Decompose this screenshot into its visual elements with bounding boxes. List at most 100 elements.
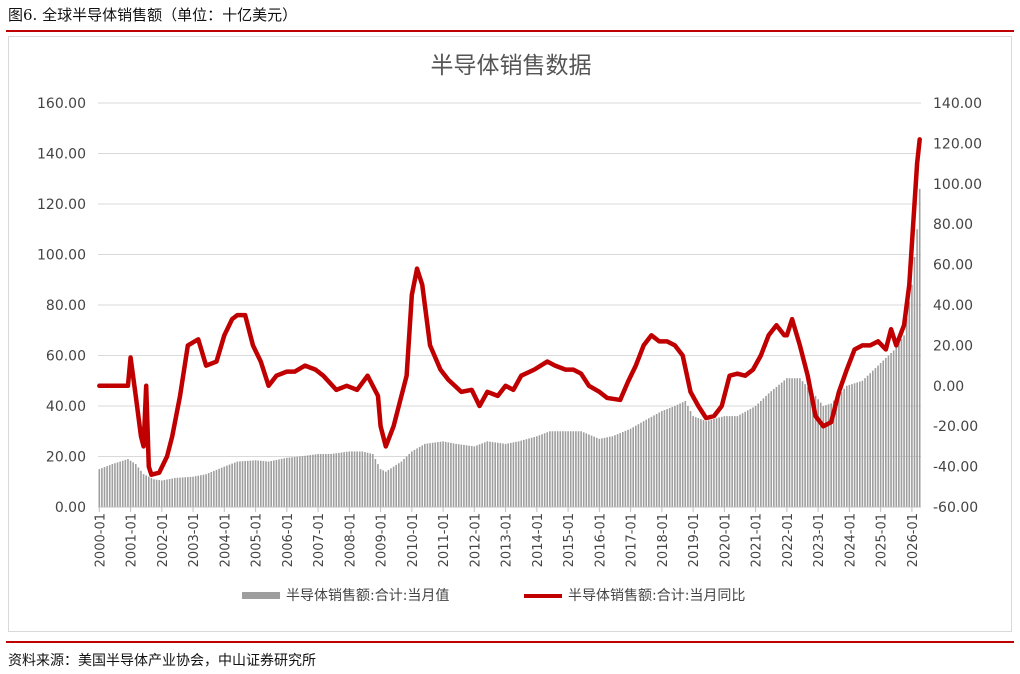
bar	[408, 453, 411, 507]
bar	[582, 432, 585, 507]
bar	[338, 452, 340, 507]
bar	[512, 442, 515, 507]
bar	[319, 453, 322, 507]
bar	[280, 458, 283, 507]
bar	[377, 464, 379, 507]
bar	[444, 441, 447, 507]
bar	[335, 453, 338, 507]
bar	[819, 402, 822, 507]
bar	[848, 384, 851, 507]
left-tick-label: 20.00	[46, 450, 86, 466]
bar	[317, 453, 319, 507]
x-tick-label: 2001-01	[125, 513, 140, 567]
bar	[898, 342, 900, 508]
bar	[395, 464, 398, 507]
bar	[614, 435, 616, 507]
bar	[181, 477, 184, 507]
bar	[796, 378, 799, 507]
bar	[817, 399, 819, 507]
yoy-line	[97, 137, 922, 477]
bar	[590, 435, 593, 507]
bar	[822, 406, 825, 507]
bar	[666, 409, 668, 507]
left-tick-label: 100.00	[37, 248, 86, 264]
bar	[361, 451, 364, 507]
x-tick-label: 2020-01	[718, 513, 733, 567]
bar	[845, 385, 848, 507]
bar	[606, 437, 608, 507]
bar	[343, 452, 345, 507]
bar	[405, 456, 408, 507]
x-axis: 2000-01 2001-01 2002-01 2003-01 2004-01 2005-…	[93, 506, 921, 567]
bar	[674, 406, 676, 507]
bar	[653, 415, 655, 507]
bar	[478, 444, 481, 507]
right-tick-label: 140.00	[933, 96, 982, 112]
bar	[812, 392, 814, 507]
bar	[163, 479, 166, 507]
bar	[726, 416, 728, 507]
bar	[220, 467, 223, 507]
bar	[392, 466, 395, 507]
bar	[494, 442, 496, 507]
right-tick-label: -20.00	[933, 419, 978, 435]
bar	[158, 480, 161, 507]
bar	[272, 460, 275, 507]
bar	[299, 456, 301, 507]
bar	[840, 391, 843, 507]
x-tick-label: 2008-01	[343, 513, 358, 567]
bar	[671, 407, 674, 507]
bar	[806, 387, 809, 507]
bar	[439, 441, 442, 507]
legend-bar-label: 半导体销售额:合计:当月值	[286, 588, 449, 604]
gridlines	[98, 102, 921, 508]
bar	[207, 473, 210, 507]
bar	[426, 443, 429, 507]
bar	[483, 442, 486, 507]
bar	[733, 416, 736, 507]
bar	[340, 452, 343, 507]
bar	[202, 474, 205, 507]
bar	[504, 443, 507, 508]
bottom-rule	[6, 641, 1014, 643]
bar	[661, 411, 663, 507]
bar	[892, 350, 895, 507]
bar	[723, 416, 726, 507]
bar	[111, 464, 114, 507]
bar	[903, 335, 905, 507]
x-tick-label: 2004-01	[218, 513, 233, 567]
bar	[192, 476, 194, 507]
right-tick-label: 80.00	[933, 217, 973, 233]
x-tick-label: 2009-01	[375, 513, 390, 567]
bar	[530, 437, 533, 507]
bar	[142, 474, 145, 507]
bar	[418, 446, 421, 507]
right-tick-label: 120.00	[933, 136, 982, 152]
bar	[241, 461, 244, 507]
bar	[254, 460, 257, 507]
bar	[366, 452, 369, 507]
bar	[577, 431, 580, 507]
bar	[116, 462, 119, 507]
bar	[129, 460, 132, 507]
bar	[239, 461, 241, 507]
bar	[697, 418, 700, 507]
bar	[520, 440, 523, 507]
left-tick-label: 120.00	[37, 197, 86, 213]
bar	[108, 465, 111, 507]
bar	[223, 466, 226, 507]
bar	[694, 417, 697, 507]
bar	[249, 460, 252, 507]
bar	[293, 457, 296, 507]
bar	[124, 459, 127, 507]
bar	[637, 424, 640, 507]
bar	[856, 382, 858, 507]
bar	[908, 301, 911, 507]
left-tick-label: 40.00	[46, 399, 86, 415]
bar	[895, 346, 898, 507]
bar	[447, 442, 450, 507]
bar	[525, 439, 528, 507]
bar	[437, 442, 439, 507]
bar	[496, 442, 499, 507]
x-tick-label: 2007-01	[312, 513, 327, 567]
